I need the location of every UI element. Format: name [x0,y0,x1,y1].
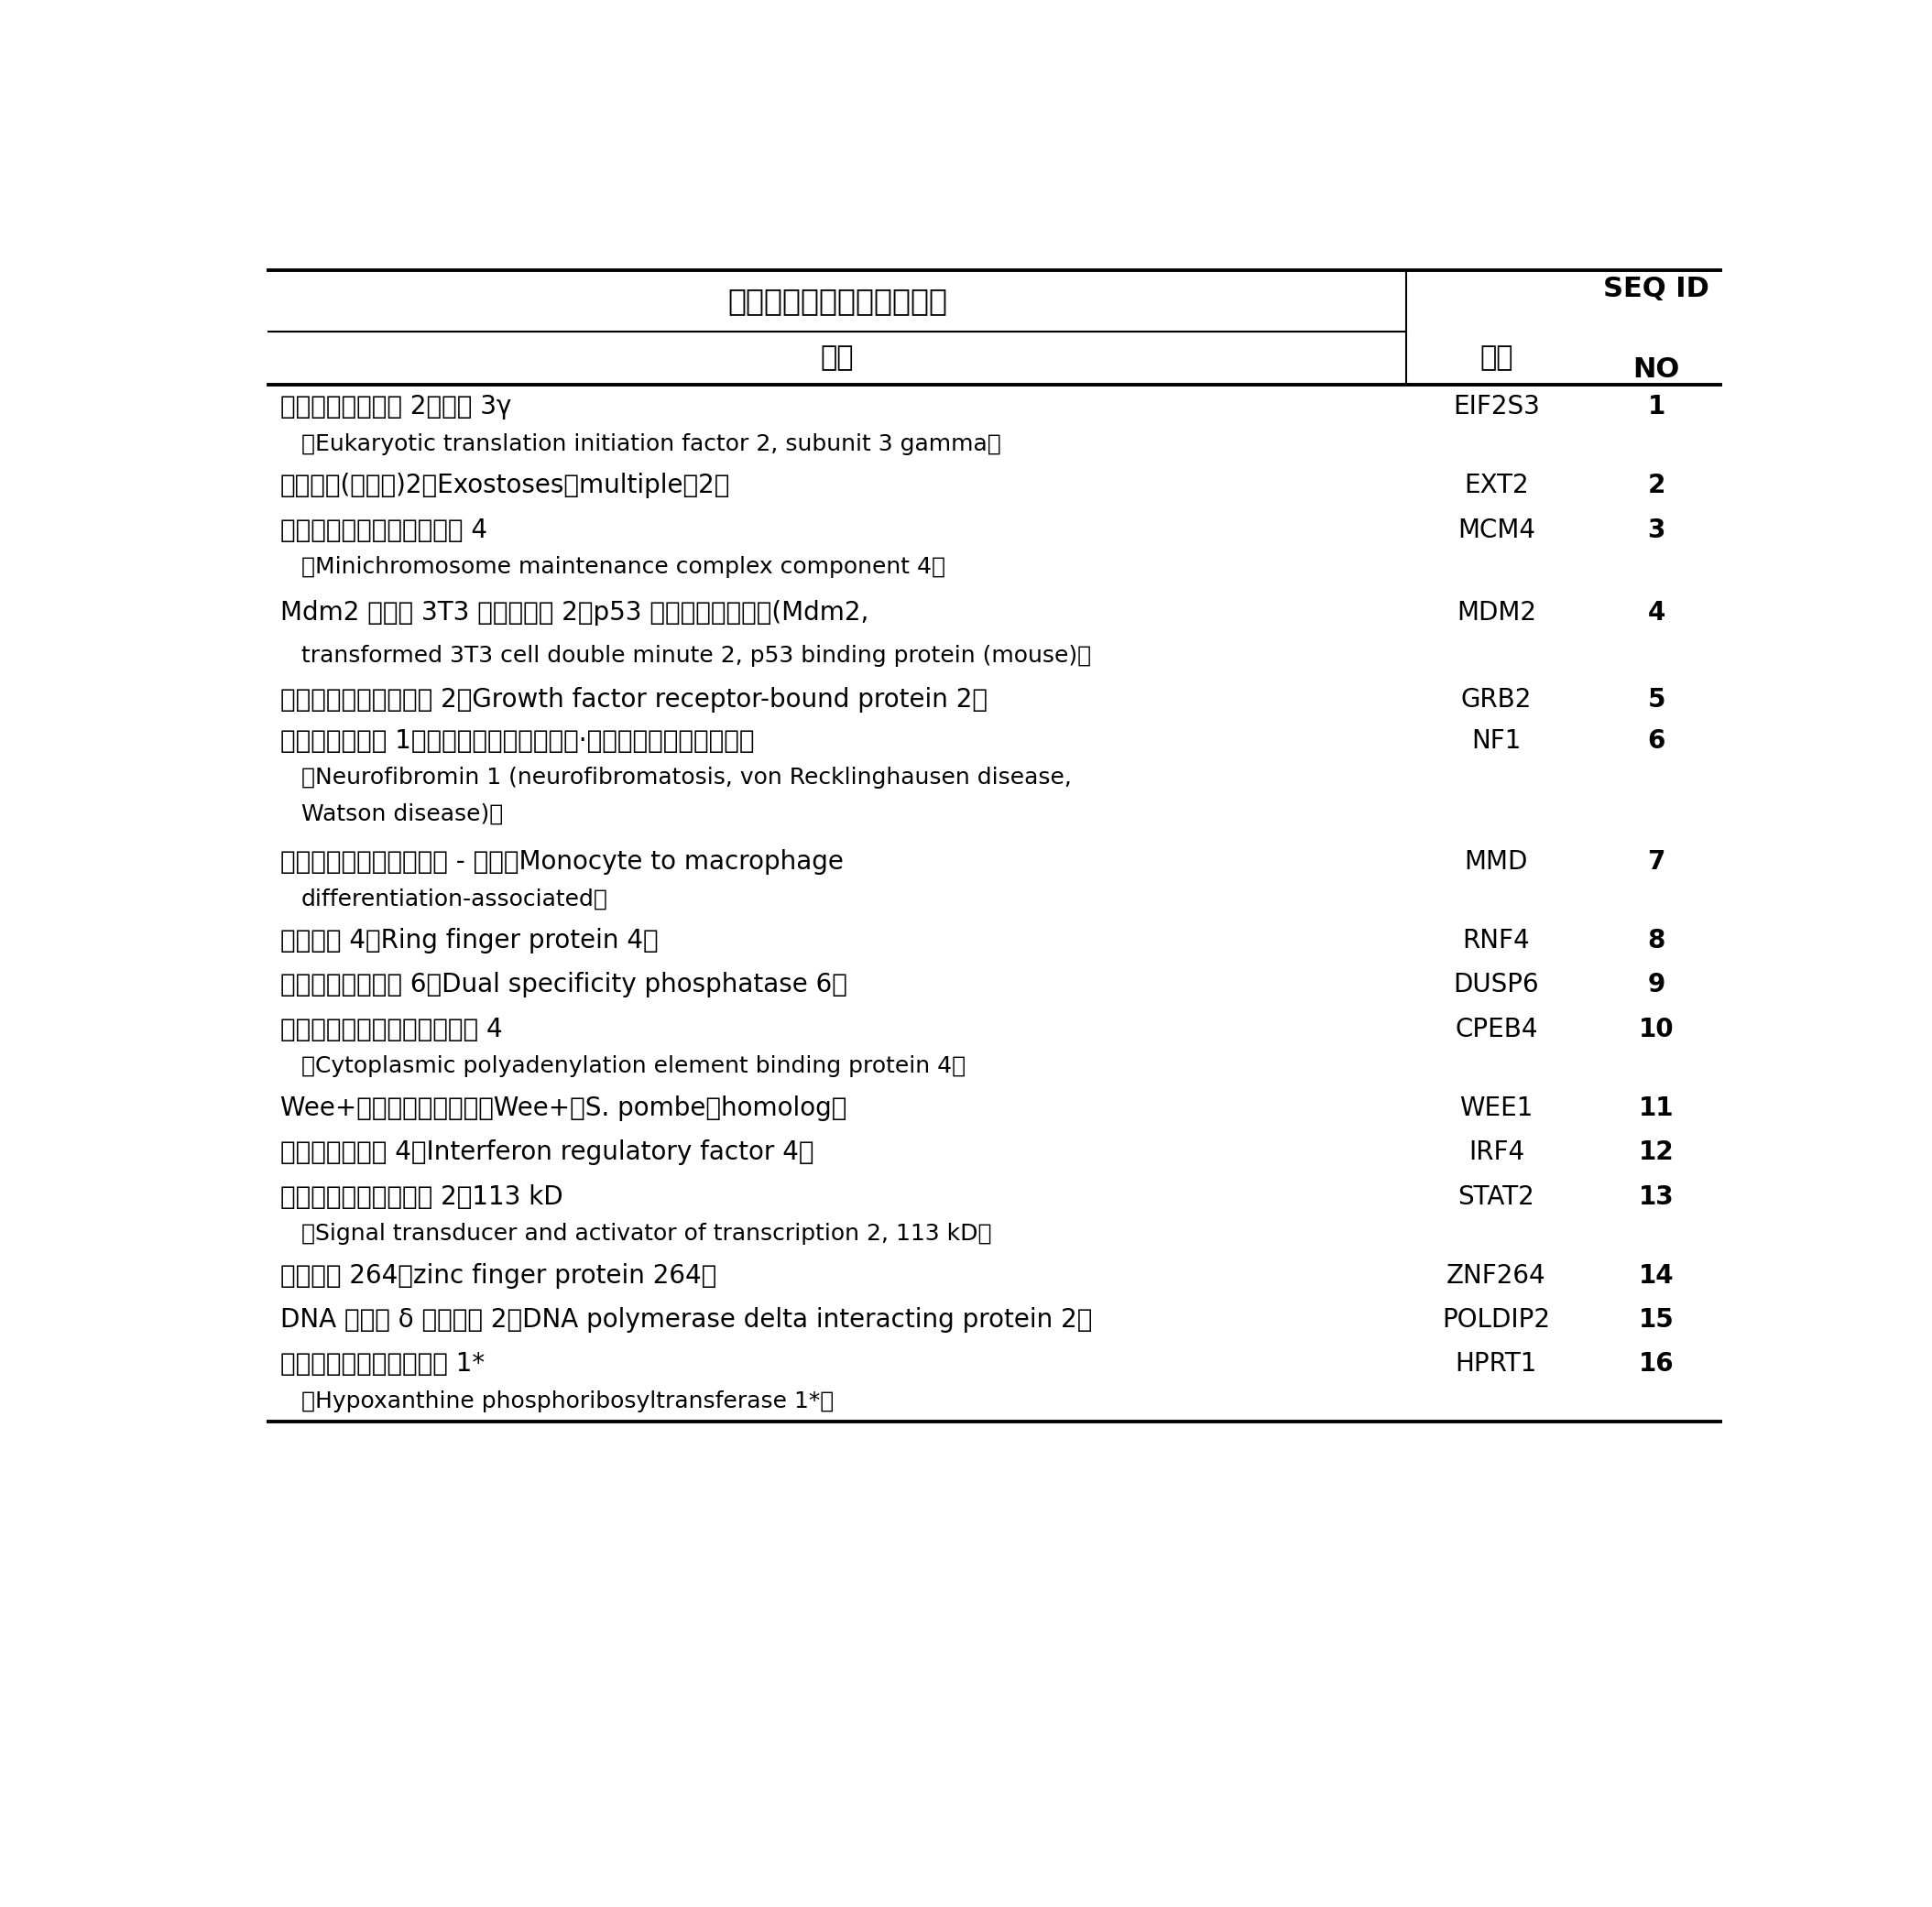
Text: 6: 6 [1648,728,1665,753]
Text: 2: 2 [1648,473,1665,498]
Text: Wee+裂殖酵母属同族体（Wee+（S. pombe）homolog）: Wee+裂殖酵母属同族体（Wee+（S. pombe）homolog） [280,1097,846,1121]
Text: MMD: MMD [1464,849,1528,875]
Text: RNF4: RNF4 [1463,929,1530,954]
Text: 微型染色体维持复合体元件 4: 微型染色体维持复合体元件 4 [280,517,487,543]
Text: 真核翻译启动因子 2，亚基 3γ: 真核翻译启动因子 2，亚基 3γ [280,395,512,420]
Text: 干扰素调节因子 4（Interferon regulatory factor 4）: 干扰素调节因子 4（Interferon regulatory factor 4… [280,1140,813,1165]
Text: 信号转导和转录激活子 2，113 kD: 信号转导和转录激活子 2，113 kD [280,1184,562,1209]
Text: DUSP6: DUSP6 [1453,973,1540,997]
Text: NO: NO [1633,357,1681,383]
Text: Mdm2 转化的 3T3 细胞双小片 2，p53 结合蛋白（小鼠）(Mdm2,: Mdm2 转化的 3T3 细胞双小片 2，p53 结合蛋白（小鼠）(Mdm2, [280,601,869,625]
Text: differentiation-associated）: differentiation-associated） [301,889,609,910]
Text: （Hypoxanthine phosphoribosyltransferase 1*）: （Hypoxanthine phosphoribosyltransferase … [301,1390,835,1413]
Text: 7: 7 [1648,849,1665,875]
Text: HPRT1: HPRT1 [1455,1352,1538,1377]
Text: STAT2: STAT2 [1459,1184,1534,1209]
Text: 全名: 全名 [821,345,854,372]
Text: （Neurofibromin 1 (neurofibromatosis, von Recklinghausen disease,: （Neurofibromin 1 (neurofibromatosis, von… [301,767,1072,788]
Text: 肺癌及结肠直肠癌基因标记: 肺癌及结肠直肠癌基因标记 [728,286,947,317]
Text: ZNF264: ZNF264 [1447,1262,1546,1289]
Text: MDM2: MDM2 [1457,601,1536,625]
Text: 单核细胞至巨噬细胞分化 - 联合（Monocyte to macrophage: 单核细胞至巨噬细胞分化 - 联合（Monocyte to macrophage [280,849,844,875]
Text: CPEB4: CPEB4 [1455,1016,1538,1041]
Text: EXT2: EXT2 [1464,473,1528,498]
Text: 9: 9 [1648,973,1665,997]
Text: MCM4: MCM4 [1457,517,1536,543]
Text: 环指蛋白 4（Ring finger protein 4）: 环指蛋白 4（Ring finger protein 4） [280,929,659,954]
Text: 3: 3 [1648,517,1665,543]
Text: DNA 聚合酶 δ 干扰蛋白 2（DNA polymerase delta interacting protein 2）: DNA 聚合酶 δ 干扰蛋白 2（DNA polymerase delta in… [280,1306,1092,1333]
Text: 胞质多腺苷酸化元件结合蛋白 4: 胞质多腺苷酸化元件结合蛋白 4 [280,1016,502,1041]
Text: （Eukaryotic translation initiation factor 2, subunit 3 gamma）: （Eukaryotic translation initiation facto… [301,433,1001,456]
Text: （Signal transducer and activator of transcription 2, 113 kD）: （Signal transducer and activator of tran… [301,1222,991,1245]
Text: 简称: 简称 [1480,345,1513,372]
Text: 5: 5 [1648,687,1665,713]
Text: 15: 15 [1638,1306,1675,1333]
Text: 4: 4 [1648,601,1665,625]
Text: 锌指蛋白 264（zinc finger protein 264）: 锌指蛋白 264（zinc finger protein 264） [280,1262,717,1289]
Text: POLDIP2: POLDIP2 [1441,1306,1549,1333]
Text: 外生骨疣(多发的)2（Exostoses（multiple）2）: 外生骨疣(多发的)2（Exostoses（multiple）2） [280,473,730,498]
Text: IRF4: IRF4 [1468,1140,1524,1165]
Text: 14: 14 [1638,1262,1675,1289]
Text: （Minichromosome maintenance complex component 4）: （Minichromosome maintenance complex comp… [301,557,945,578]
Text: 10: 10 [1638,1016,1675,1041]
Text: 8: 8 [1648,929,1665,954]
Text: （Cytoplasmic polyadenylation element binding protein 4）: （Cytoplasmic polyadenylation element bin… [301,1056,966,1077]
Text: 生长因子受体结合蛋白 2（Growth factor receptor-bound protein 2）: 生长因子受体结合蛋白 2（Growth factor receptor-boun… [280,687,987,713]
Text: WEE1: WEE1 [1459,1097,1534,1121]
Text: SEQ ID: SEQ ID [1604,277,1710,303]
Text: 神经纤维瘤蛋白 1（多发性神经纤维瘤，冯·雷克林霍曾病，沃森病）: 神经纤维瘤蛋白 1（多发性神经纤维瘤，冯·雷克林霍曾病，沃森病） [280,728,755,753]
Text: Watson disease)）: Watson disease)） [301,803,502,826]
Text: 11: 11 [1638,1097,1675,1121]
Text: 次黄嘌呤磷酸核糖转移酶 1*: 次黄嘌呤磷酸核糖转移酶 1* [280,1352,485,1377]
Text: EIF2S3: EIF2S3 [1453,395,1540,420]
Text: 二元特异性磷酸酶 6（Dual specificity phosphatase 6）: 二元特异性磷酸酶 6（Dual specificity phosphatase … [280,973,848,997]
Text: GRB2: GRB2 [1461,687,1532,713]
Text: 13: 13 [1638,1184,1675,1209]
Text: NF1: NF1 [1472,728,1520,753]
Text: transformed 3T3 cell double minute 2, p53 binding protein (mouse)）: transformed 3T3 cell double minute 2, p5… [301,645,1092,666]
Text: 12: 12 [1638,1140,1675,1165]
Text: 16: 16 [1638,1352,1675,1377]
Text: 1: 1 [1648,395,1665,420]
